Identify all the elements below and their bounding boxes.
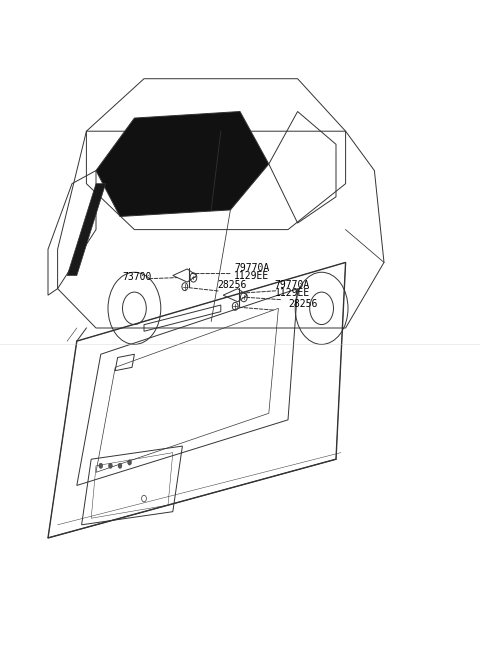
- Text: 28256: 28256: [217, 280, 246, 291]
- Circle shape: [128, 460, 132, 465]
- Text: 73700: 73700: [122, 272, 152, 282]
- Circle shape: [99, 463, 103, 468]
- Text: 28256: 28256: [288, 298, 317, 309]
- Text: 1129EE: 1129EE: [234, 271, 269, 281]
- Text: 1129EE: 1129EE: [275, 288, 310, 298]
- Polygon shape: [67, 184, 106, 276]
- Text: 79770A: 79770A: [234, 262, 269, 273]
- Circle shape: [142, 495, 146, 502]
- Polygon shape: [96, 112, 269, 216]
- Circle shape: [118, 463, 122, 468]
- Text: 79770A: 79770A: [275, 279, 310, 290]
- Circle shape: [108, 463, 112, 468]
